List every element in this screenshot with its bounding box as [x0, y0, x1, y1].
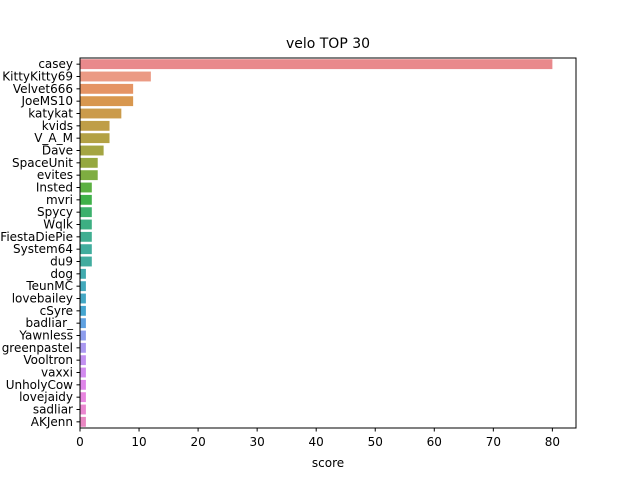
y-tick-label: KittyKitty69: [2, 70, 73, 84]
y-tick-label: Vooltron: [23, 353, 73, 367]
bar-sadliar: [80, 404, 86, 415]
bar-FiestaDiePie: [80, 231, 92, 242]
y-tick-label: Dave: [42, 144, 73, 158]
y-axis-ticks: caseyKittyKitty69Velvet666JoeMS10katykat…: [0, 57, 80, 429]
x-tick-label: 80: [545, 435, 560, 449]
bar-KittyKitty69: [80, 71, 151, 82]
x-tick-label: 60: [427, 435, 442, 449]
bar-JoeMS10: [80, 96, 134, 107]
x-tick-label: 20: [190, 435, 205, 449]
y-tick-label: FiestaDiePie: [0, 230, 73, 244]
y-tick-label: katykat: [28, 107, 73, 121]
y-tick-label: vaxxi: [41, 366, 73, 380]
y-tick-label: greenpastel: [2, 341, 73, 355]
y-tick-label: kvids: [42, 119, 73, 133]
x-tick-label: 70: [486, 435, 501, 449]
y-tick-label: dog: [50, 267, 73, 281]
y-tick-label: badliar_: [25, 316, 74, 330]
y-tick-label: du9: [50, 255, 73, 269]
y-tick-label: sadliar: [33, 403, 73, 417]
bar-mvri: [80, 194, 92, 205]
bar-Yawnless: [80, 330, 86, 341]
chart-title: velo TOP 30: [286, 36, 370, 52]
y-tick-label: UnholyCow: [6, 378, 73, 392]
y-tick-label: Velvet666: [13, 82, 73, 96]
bar-evites: [80, 170, 98, 181]
x-axis-ticks: 0 10 20 30 40 50 60 70 80: [76, 428, 560, 449]
y-tick-label: mvri: [46, 193, 73, 207]
bar-lovebailey: [80, 293, 86, 304]
x-axis-label: score: [312, 456, 344, 470]
bar-greenpastel: [80, 342, 86, 353]
bar-Insted: [80, 182, 92, 193]
y-tick-label: lovebailey: [12, 292, 73, 306]
y-tick-label: AKJenn: [31, 415, 73, 429]
bar-System64: [80, 244, 92, 255]
bar-cSyre: [80, 305, 86, 316]
y-tick-label: evites: [37, 168, 73, 182]
y-tick-label: Insted: [36, 181, 73, 195]
bar-V_A_M: [80, 133, 110, 144]
y-tick-label: Yawnless: [18, 329, 73, 343]
bar-casey: [80, 59, 553, 70]
y-tick-label: cSyre: [40, 304, 73, 318]
y-tick-label: Spycy: [37, 205, 73, 219]
bar-vaxxi: [80, 367, 86, 378]
bar-Spycy: [80, 207, 92, 218]
x-tick-label: 40: [309, 435, 324, 449]
bar-du9: [80, 256, 92, 267]
bar-kvids: [80, 120, 110, 131]
bar-badliar_: [80, 318, 86, 329]
bar-dog: [80, 268, 86, 279]
bar-Wqlk: [80, 219, 92, 230]
bar-lovejaidy: [80, 392, 86, 403]
bars-group: [80, 59, 553, 427]
y-tick-label: lovejaidy: [19, 390, 73, 404]
bar-Vooltron: [80, 355, 86, 366]
y-tick-label: System64: [13, 242, 73, 256]
x-tick-label: 30: [250, 435, 265, 449]
y-tick-label: casey: [38, 57, 73, 71]
y-tick-label: V_A_M: [34, 131, 73, 145]
bar-katykat: [80, 108, 122, 119]
y-tick-label: Wqlk: [43, 218, 73, 232]
bar-Dave: [80, 145, 104, 156]
y-tick-label: TeunMC: [25, 279, 73, 293]
bar-TeunMC: [80, 281, 86, 292]
bar-AKJenn: [80, 416, 86, 427]
bar-SpaceUnit: [80, 157, 98, 168]
bar-Velvet666: [80, 83, 134, 94]
plot-frame: [79, 57, 577, 429]
x-tick-label: 0: [76, 435, 84, 449]
y-tick-label: JoeMS10: [20, 94, 73, 108]
y-tick-label: SpaceUnit: [12, 156, 73, 170]
bar-UnholyCow: [80, 379, 86, 390]
x-tick-label: 50: [368, 435, 383, 449]
x-tick-label: 10: [131, 435, 146, 449]
